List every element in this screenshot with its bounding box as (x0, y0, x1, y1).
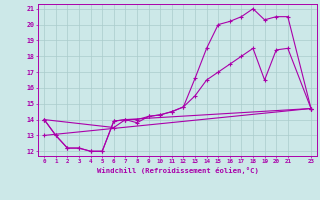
X-axis label: Windchill (Refroidissement éolien,°C): Windchill (Refroidissement éolien,°C) (97, 167, 259, 174)
